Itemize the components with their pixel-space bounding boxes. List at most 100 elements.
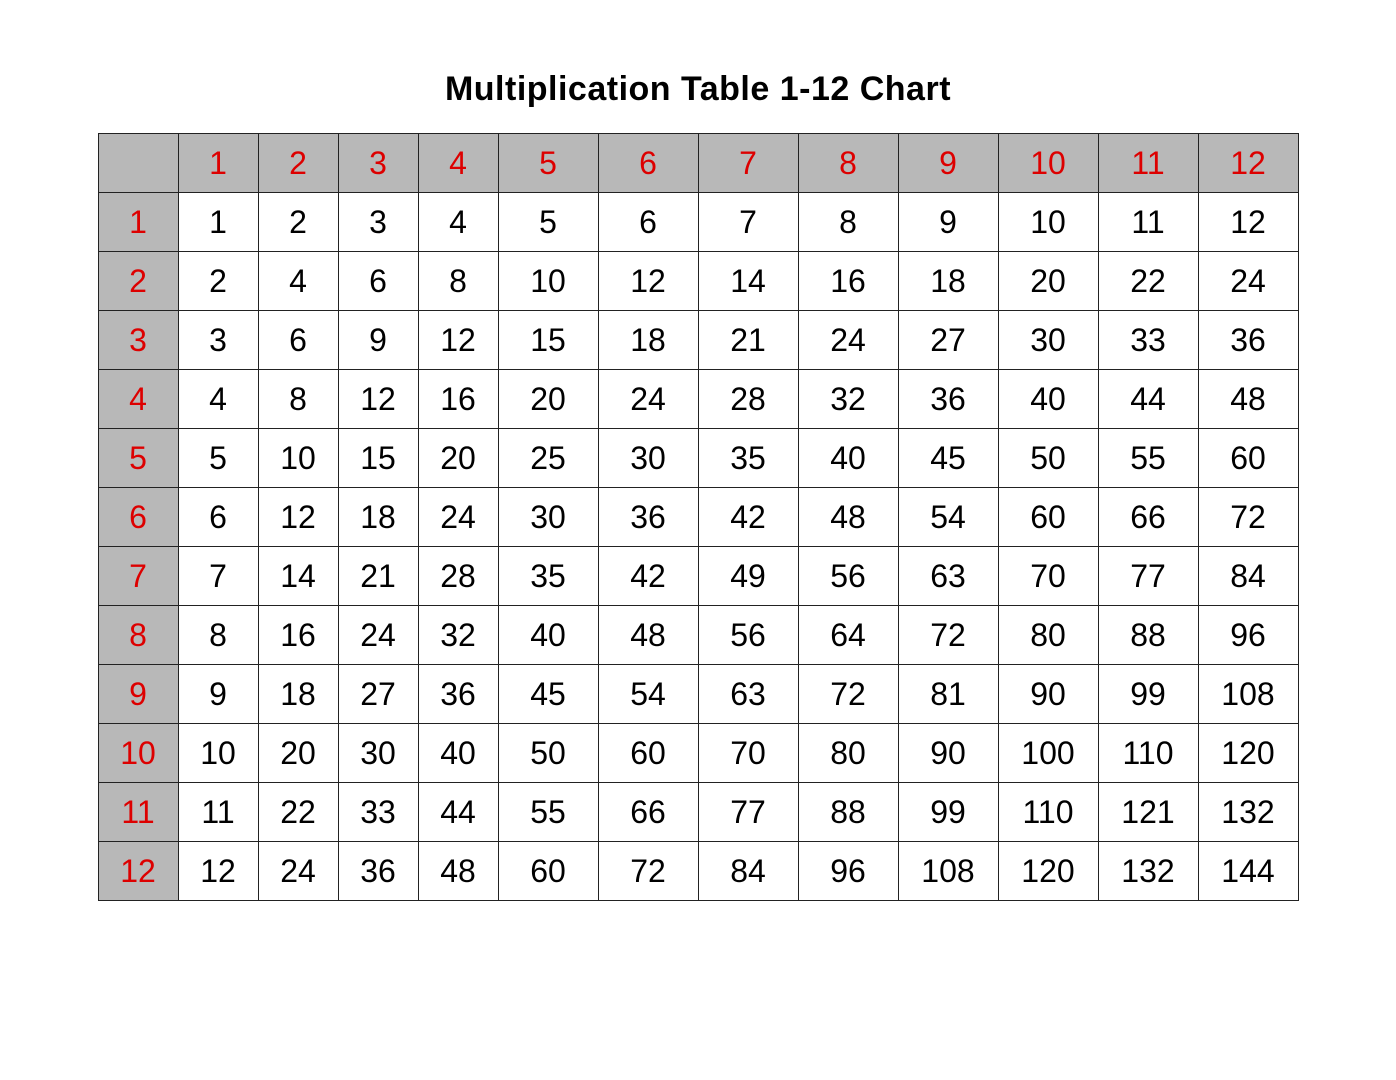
table-cell: 50	[498, 724, 598, 783]
table-cell: 108	[898, 842, 998, 901]
table-cell: 55	[498, 783, 598, 842]
table-cell: 5	[178, 429, 258, 488]
table-cell: 120	[998, 842, 1098, 901]
col-header: 1	[178, 134, 258, 193]
table-cell: 4	[418, 193, 498, 252]
row-header: 12	[98, 842, 178, 901]
table-cell: 27	[898, 311, 998, 370]
table-cell: 21	[698, 311, 798, 370]
table-cell: 60	[498, 842, 598, 901]
table-cell: 96	[798, 842, 898, 901]
table-cell: 90	[898, 724, 998, 783]
table-cell: 99	[898, 783, 998, 842]
table-cell: 45	[498, 665, 598, 724]
table-cell: 8	[798, 193, 898, 252]
table-cell: 49	[698, 547, 798, 606]
table-cell: 14	[698, 252, 798, 311]
table-cell: 11	[1098, 193, 1198, 252]
col-header: 12	[1198, 134, 1298, 193]
table-cell: 35	[698, 429, 798, 488]
table-cell: 121	[1098, 783, 1198, 842]
table-cell: 88	[1098, 606, 1198, 665]
table-cell: 64	[798, 606, 898, 665]
table-cell: 21	[338, 547, 418, 606]
table-cell: 55	[1098, 429, 1198, 488]
table-cell: 7	[178, 547, 258, 606]
table-cell: 20	[998, 252, 1098, 311]
table-cell: 10	[258, 429, 338, 488]
table-cell: 32	[798, 370, 898, 429]
table-cell: 6	[598, 193, 698, 252]
page-title: Multiplication Table 1-12 Chart	[445, 70, 951, 109]
table-cell: 84	[698, 842, 798, 901]
table-cell: 1	[178, 193, 258, 252]
col-header: 6	[598, 134, 698, 193]
table-cell: 40	[418, 724, 498, 783]
table-cell: 24	[798, 311, 898, 370]
table-cell: 72	[1198, 488, 1298, 547]
table-cell: 16	[418, 370, 498, 429]
col-header: 4	[418, 134, 498, 193]
table-cell: 24	[258, 842, 338, 901]
table-cell: 44	[418, 783, 498, 842]
table-cell: 36	[598, 488, 698, 547]
table-cell: 70	[998, 547, 1098, 606]
table-cell: 12	[338, 370, 418, 429]
row-header: 9	[98, 665, 178, 724]
table-cell: 12	[258, 488, 338, 547]
table-cell: 5	[498, 193, 598, 252]
table-cell: 3	[338, 193, 418, 252]
table-cell: 66	[598, 783, 698, 842]
table-cell: 28	[698, 370, 798, 429]
table-cell: 33	[1098, 311, 1198, 370]
table-cell: 24	[598, 370, 698, 429]
table-cell: 24	[1198, 252, 1298, 311]
table-cell: 18	[598, 311, 698, 370]
row-header: 6	[98, 488, 178, 547]
table-cell: 110	[1098, 724, 1198, 783]
table-cell: 60	[598, 724, 698, 783]
table-cell: 81	[898, 665, 998, 724]
table-cell: 24	[418, 488, 498, 547]
table-cell: 42	[598, 547, 698, 606]
table-cell: 56	[798, 547, 898, 606]
table-cell: 44	[1098, 370, 1198, 429]
table-cell: 35	[498, 547, 598, 606]
table-cell: 100	[998, 724, 1098, 783]
table-cell: 20	[498, 370, 598, 429]
table-cell: 18	[338, 488, 418, 547]
table-cell: 20	[258, 724, 338, 783]
table-cell: 99	[1098, 665, 1198, 724]
table-cell: 144	[1198, 842, 1298, 901]
table-cell: 40	[798, 429, 898, 488]
table-corner-cell	[98, 134, 178, 193]
row-header: 8	[98, 606, 178, 665]
row-header: 7	[98, 547, 178, 606]
table-cell: 72	[598, 842, 698, 901]
table-cell: 28	[418, 547, 498, 606]
col-header: 11	[1098, 134, 1198, 193]
row-header: 3	[98, 311, 178, 370]
table-cell: 8	[418, 252, 498, 311]
table-cell: 14	[258, 547, 338, 606]
row-header: 11	[98, 783, 178, 842]
table-cell: 10	[178, 724, 258, 783]
table-cell: 8	[258, 370, 338, 429]
table-cell: 22	[1098, 252, 1198, 311]
table-cell: 56	[698, 606, 798, 665]
table-cell: 36	[898, 370, 998, 429]
table-cell: 63	[698, 665, 798, 724]
row-header: 10	[98, 724, 178, 783]
table-cell: 15	[338, 429, 418, 488]
col-header: 3	[338, 134, 418, 193]
table-cell: 9	[338, 311, 418, 370]
table-cell: 88	[798, 783, 898, 842]
table-cell: 72	[898, 606, 998, 665]
table-cell: 45	[898, 429, 998, 488]
row-header: 4	[98, 370, 178, 429]
table-cell: 90	[998, 665, 1098, 724]
table-cell: 15	[498, 311, 598, 370]
table-cell: 132	[1198, 783, 1298, 842]
table-cell: 25	[498, 429, 598, 488]
table-cell: 42	[698, 488, 798, 547]
